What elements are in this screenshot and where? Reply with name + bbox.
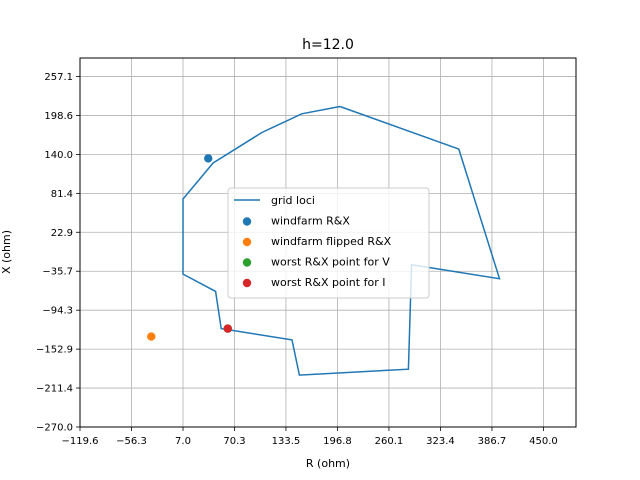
y-tick-label: 257.1	[44, 72, 73, 83]
legend-label: windfarm R&X	[271, 215, 350, 228]
y-tick-label: −270.0	[36, 423, 73, 434]
scatter-point	[147, 332, 156, 341]
x-tick-label: −56.3	[116, 436, 147, 447]
y-tick-label: 198.6	[44, 111, 73, 122]
scatter-point	[223, 324, 232, 333]
legend-box	[227, 187, 430, 299]
legend-marker-swatch	[242, 258, 252, 267]
x-tick-label: 7.0	[175, 436, 191, 447]
legend-label: worst R&X point for V	[271, 256, 390, 269]
legend: grid loci windfarm R&X windfarm flipped R&…	[227, 187, 430, 299]
y-tick-label: −211.4	[36, 384, 73, 395]
x-tick-label: 133.5	[272, 436, 301, 447]
y-tick-label: −152.9	[36, 345, 73, 356]
y-tick-label: 140.0	[44, 150, 73, 161]
x-tick-label: −119.6	[61, 436, 98, 447]
x-tick-label: 323.4	[426, 436, 455, 447]
legend-marker-swatch	[242, 278, 252, 288]
legend-marker-swatch	[242, 237, 252, 247]
grid-loci-line	[182, 105, 501, 376]
y-axis-label: X (ohm)	[0, 230, 13, 274]
legend-label: windfarm flipped R&X	[271, 235, 392, 248]
x-tick-label: 196.8	[323, 436, 352, 447]
scatter-point	[204, 154, 213, 163]
x-tick-label: 260.1	[375, 436, 404, 447]
legend-label: grid loci	[271, 194, 315, 207]
y-tick-label: 81.4	[51, 189, 73, 200]
legend-marker-swatch	[242, 217, 252, 226]
x-tick-label: 450.0	[529, 436, 558, 447]
y-tick-label: 22.9	[51, 228, 73, 239]
x-axis-label: R (ohm)	[306, 457, 350, 470]
x-tick-label: 70.3	[223, 436, 245, 447]
chart-title: h=12.0	[302, 37, 354, 53]
series-layer	[147, 105, 501, 376]
x-tick-label: 386.7	[478, 436, 507, 447]
y-tick-label: −35.7	[42, 267, 73, 278]
y-axis: −270.0 −211.4 −152.9 −94.3 −35.7 22.9 81.4 140.…	[36, 72, 80, 434]
plot-area-frame	[79, 57, 577, 428]
y-tick-label: −94.3	[42, 306, 73, 317]
legend-label: worst R&X point for I	[271, 276, 385, 289]
x-axis: −119.6 −56.3 7.0 70.3 133.5 196.8 260.1 323.4 38…	[61, 427, 558, 447]
